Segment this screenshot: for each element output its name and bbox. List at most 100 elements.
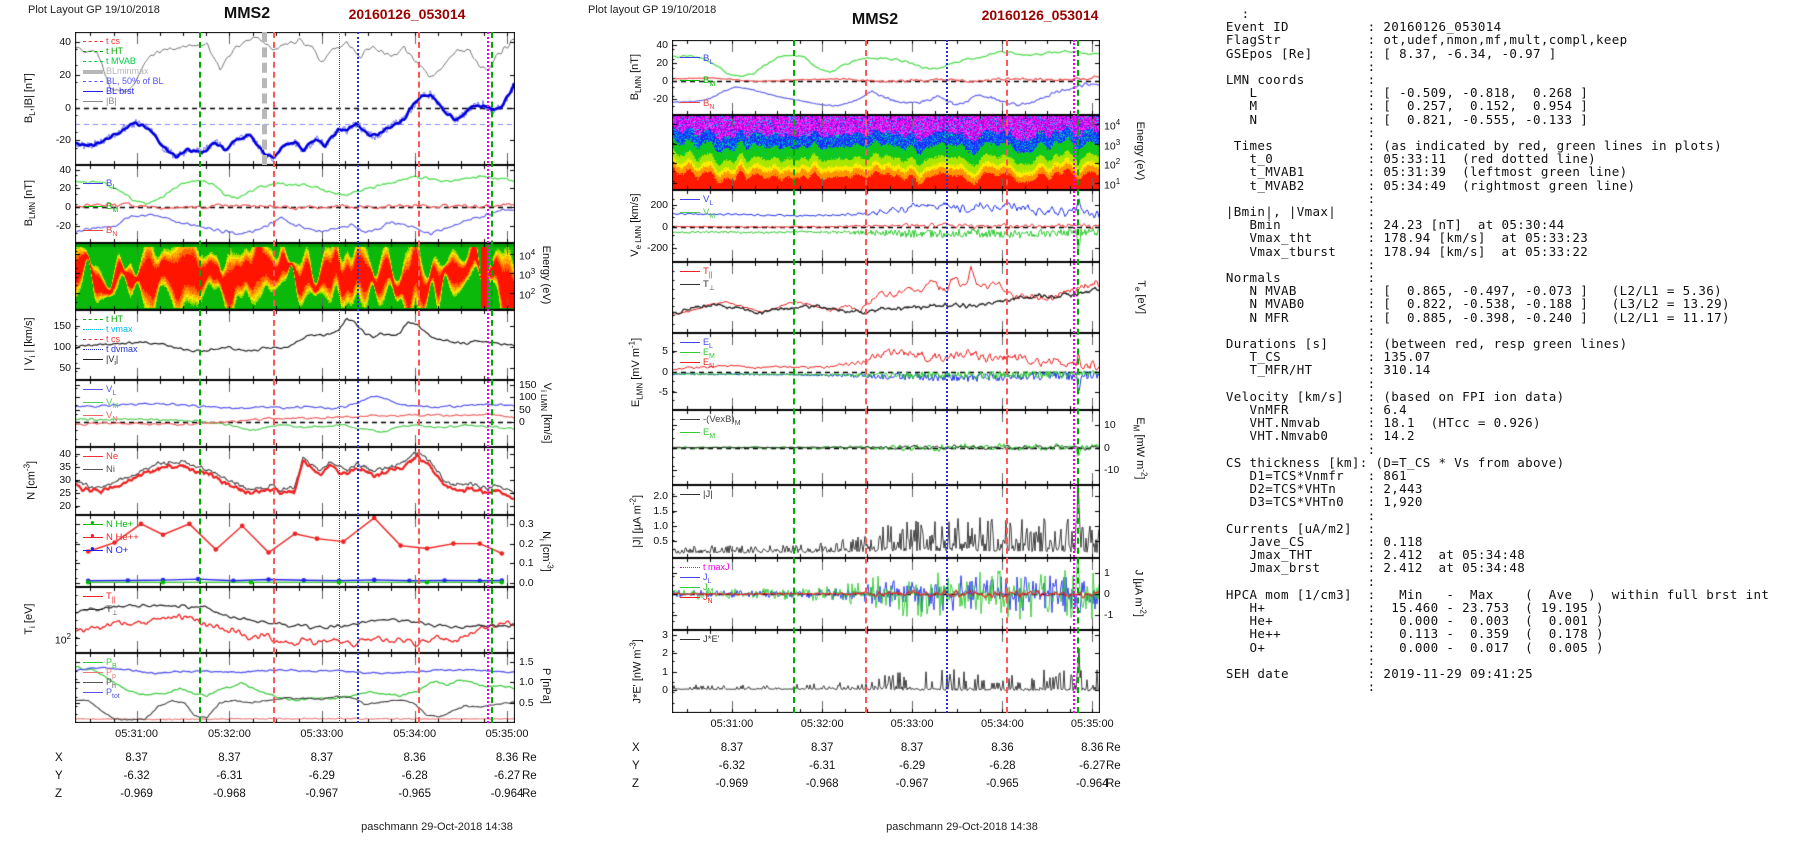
legend-item-t-vmax: t vmax (83, 324, 133, 334)
vi-lmn-panel (75, 380, 515, 447)
ephemeris-value: 8.37 (218, 752, 241, 764)
info-line-21: N MVAB : [ 0.865, -0.497, -0.073 ] (L2/L… (1218, 283, 1723, 299)
legend-item-b-n-: BN (680, 98, 714, 113)
legend-item--j-: |J| (680, 490, 713, 500)
j-lmn-panel-right-label: J [µA m-2] (1132, 569, 1148, 617)
info-line-13: t_MVAB2 : 05:34:49 (rightmost green line… (1218, 177, 1636, 193)
y-tick-label: 40 (59, 35, 71, 48)
legend-item-t-mvab: t MVAB (83, 56, 136, 66)
ion-temp-panel-ylabel: Ti [eV] (22, 603, 38, 635)
y-tick-label: 1.0 (653, 519, 668, 532)
legend-item-j-l-: JL (680, 572, 711, 587)
y-tick-label: 1 (1104, 566, 1110, 579)
ephemeris-value: -6.28 (401, 770, 428, 782)
legend-item-t-cs: t cs (83, 36, 120, 46)
legend-item-p-tot-: Ptot (83, 687, 120, 702)
blmn-panel-ylabel: BLMN [nT] (628, 53, 644, 100)
info-line-24: : (1218, 322, 1376, 338)
y-tick-label: 0 (662, 74, 668, 87)
y-tick-label: 0 (662, 365, 668, 378)
y-tick-label: 25 (59, 486, 71, 499)
electron-temp-panel-right-label: Te [eV] (1132, 279, 1148, 314)
legend-item-b-n-: BN (83, 225, 117, 240)
legend-item-e-m-: EM (680, 428, 715, 442)
info-line-8: N : [ 0.821, -0.555, -0.133 ] (1218, 111, 1589, 127)
bl-bmag-panel (75, 32, 515, 165)
ephemeris-value: 8.37 (720, 742, 744, 754)
je-panel (672, 630, 1100, 713)
j-lmn-panel (672, 558, 1100, 630)
ephemeris-value: -0.967 (895, 778, 929, 790)
y-tick-label: 40 (656, 38, 668, 51)
x-tick-label: 05:33:00 (890, 718, 934, 730)
legend-item-ni: Ni (83, 465, 115, 475)
ephemeris-value: -6.31 (809, 760, 836, 772)
t-mvab2-line (1076, 40, 1079, 713)
info-line-19: : (1218, 256, 1376, 272)
vi-mag-panel-ylabel: | Vi | [km/s] (22, 317, 38, 371)
info-line-28: : (1218, 375, 1376, 391)
ephemeris-unit: Re (522, 770, 537, 782)
legend-item-e-n-: EN (680, 357, 714, 372)
legend-item-t-: T|| (680, 267, 712, 281)
info-line-37: D3=TCS*VHTn0 : 1,920 (1218, 494, 1423, 510)
y-tick-label: 0 (519, 416, 525, 429)
e-lmn-panel (672, 333, 1100, 410)
info-line-45: H+ : 15.460 - 23.753 ( 19.195 ) (1218, 600, 1604, 615)
t-mvab2-line (491, 32, 494, 723)
legend-item-t-dvmax: t dvmax (83, 344, 138, 354)
info-line-30: VnMFR : 6.4 (1218, 402, 1408, 417)
y-tick-label: 50 (519, 403, 531, 416)
info-line-16: Bmin : 24.23 [nT] at 05:30:44 (1218, 217, 1565, 233)
t-dvmax-line (945, 40, 948, 713)
y-tick-label: 3 (662, 629, 668, 642)
y-tick-label: 102 (54, 632, 71, 647)
legend-item-e-m-: EM (680, 347, 715, 362)
ephemeris-row-label: X (632, 742, 640, 754)
y-tick-label: 100 (519, 391, 537, 404)
y-tick-label: -1 (1104, 609, 1114, 622)
ephemeris-value: -0.968 (805, 778, 839, 790)
info-line-26: T_CS : 135.07 (1218, 349, 1431, 365)
y-tick-label: 103 (519, 267, 536, 282)
ephemeris-value: -6.32 (123, 770, 150, 782)
legend-item-v-m-: VM (680, 208, 715, 222)
legend-item-b-m-: BM (680, 76, 715, 90)
y-tick-label: 0 (65, 201, 71, 214)
info-line-31: VHT.Nmvab : 18.1 (HTcc = 0.926) (1218, 415, 1541, 431)
y-tick-label: 0 (1104, 441, 1110, 454)
legend-item-j-n-: JN (680, 592, 713, 607)
x-tick-label: 05:31:00 (115, 728, 158, 740)
ephemeris-row-label: Y (55, 770, 63, 782)
info-line-47: He++ : 0.113 - 0.359 ( 0.178 ) (1218, 626, 1604, 642)
ephemeris-value: -0.964 (490, 788, 524, 800)
density-panel (75, 447, 515, 515)
t-vmax-line (1073, 40, 1076, 713)
blmn-panel-ylabel: BLMN [nT] (22, 179, 38, 227)
y-tick-label: -200 (646, 242, 668, 255)
info-line-12: t_MVAB1 : 05:31:39 (leftmost green line) (1218, 164, 1628, 180)
info-line-35: D1=TCS*Vnmfr : 861 (1218, 468, 1408, 483)
y-tick-label: 40 (59, 163, 71, 176)
info-line-27: T_MFR/HT : 310.14 (1218, 362, 1431, 378)
info-line-7: M : [ 0.257, 0.152, 0.954 ] (1218, 98, 1589, 114)
y-tick-label: 102 (519, 286, 536, 302)
t-cs-start-line (864, 40, 867, 713)
legend-item-p-h-: Ph (83, 677, 116, 692)
info-line-41: Jmax_THT : 2.412 at 05:34:48 (1218, 547, 1526, 563)
ephemeris-value: 8.37 (811, 742, 834, 754)
vexb-panel-right-label: EM [mW m-2] (1131, 416, 1149, 479)
t-mvab1-line (199, 32, 202, 723)
info-line-38: : (1218, 507, 1376, 523)
legend-item-n-he-: ● N He+ (83, 518, 133, 530)
info-line-49: : (1218, 652, 1376, 668)
info-line-29: Velocity [km/s] : (based on FPI ion data… (1218, 388, 1565, 404)
y-tick-label: 10 (1104, 419, 1116, 432)
ephemeris-unit: Re (1106, 742, 1121, 754)
event-id-left: 20160126_053014 (348, 6, 466, 22)
ephemeris-value: -6.32 (718, 760, 746, 772)
y-tick-label: 0.1 (519, 557, 534, 570)
y-tick-label: -10 (1104, 463, 1120, 476)
info-line-36: D2=TCS*VHTn : 2,443 (1218, 481, 1423, 497)
ephemeris-value: -0.964 (1075, 778, 1109, 790)
